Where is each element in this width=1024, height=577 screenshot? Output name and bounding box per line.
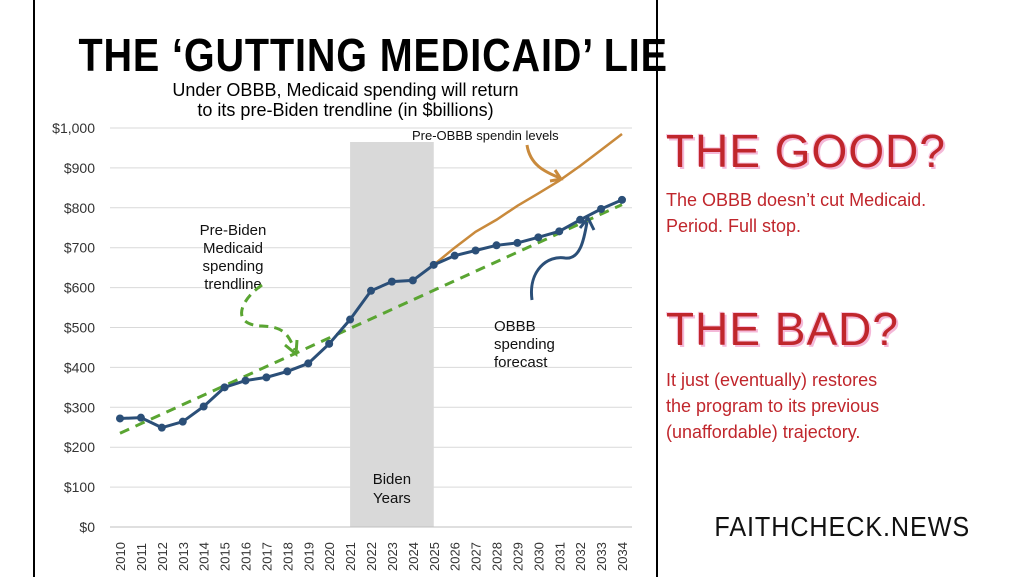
obbb-data-point	[492, 241, 501, 250]
obbb-data-point	[534, 233, 543, 242]
obbb-data-point	[429, 260, 438, 269]
x-tick-label: 2019	[301, 542, 316, 571]
obbb-arrowhead	[578, 215, 596, 231]
y-tick-label: $1,000	[52, 120, 95, 136]
good-heading: THE GOOD?	[666, 125, 946, 177]
subtitle-line-2: to its pre-Biden trendline (in $billions…	[197, 100, 494, 120]
obbb-data-point	[471, 246, 480, 255]
y-tick-label: $400	[64, 359, 95, 375]
x-tick-label: 2029	[510, 542, 525, 571]
x-tick-label: 2028	[490, 542, 505, 571]
x-tick-label: 2034	[615, 542, 630, 571]
line-chart: Biden Years $0 $100 $200 $300 $400 $500 $600 $700…	[52, 120, 632, 571]
bad-text-line: the program to its previous	[666, 396, 880, 416]
y-tick-label: $300	[64, 399, 95, 415]
x-tick-label: 2023	[385, 542, 400, 571]
pre-biden-annotation: spending	[203, 258, 264, 275]
chart-title: THE ‘GUTTING MEDICAID’ LIE	[78, 29, 668, 81]
obbb-data-point	[157, 423, 166, 432]
obbb-data-point	[325, 339, 334, 348]
x-tick-label: 2020	[322, 542, 337, 571]
x-tick-label: 2011	[134, 543, 149, 571]
x-tick-label: 2024	[406, 542, 421, 571]
trendline-series	[119, 203, 623, 435]
x-tick-label: 2031	[552, 542, 567, 571]
pre-obbb-arrowhead	[549, 169, 564, 183]
pre-biden-annotation: Pre-Biden	[200, 222, 267, 239]
x-tick-label: 2016	[239, 542, 254, 571]
x-tick-label: 2027	[469, 542, 484, 571]
x-tick-label: 2015	[218, 542, 233, 571]
obbb-annotation: OBBB	[494, 318, 536, 335]
chart-subtitle: Under OBBB, Medicaid spending will retur…	[35, 80, 656, 120]
y-tick-label: $200	[64, 439, 95, 455]
y-tick-label: $0	[79, 519, 95, 535]
good-text-line: The OBBB doesn’t cut Medicaid.	[666, 190, 927, 210]
brand-logo: FAITHCHECK.NEWS	[714, 511, 970, 542]
commentary-panel: THE GOOD? The OBBB doesn’t cut Medicaid.…	[660, 0, 1024, 577]
x-tick-label: 2032	[573, 542, 588, 571]
bad-heading: THE BAD?	[666, 303, 899, 355]
y-tick-label: $500	[64, 320, 95, 336]
obbb-data-point	[513, 238, 522, 247]
pre-biden-annotation: trendline	[204, 276, 262, 293]
x-tick-label: 2013	[176, 542, 191, 571]
obbb-data-point	[450, 251, 459, 260]
y-tick-label: $800	[64, 200, 95, 216]
pre-obbb-arrow	[525, 144, 561, 180]
obbb-data-point	[262, 373, 271, 382]
biden-years-label: Biden	[373, 471, 411, 488]
x-tick-label: 2030	[531, 542, 546, 571]
x-tick-label: 2022	[364, 542, 379, 571]
obbb-data-point	[136, 413, 145, 422]
y-tick-label: $600	[64, 280, 95, 296]
obbb-data-point	[346, 315, 355, 324]
obbb-data-point	[220, 383, 229, 392]
x-tick-label: 2018	[280, 542, 295, 571]
pre-obbb-series	[432, 132, 623, 266]
obbb-arrow	[530, 221, 589, 301]
obbb-annotation: spending	[494, 336, 555, 353]
obbb-data-point	[367, 286, 375, 295]
obbb-annotation: forecast	[494, 354, 548, 371]
obbb-data-point	[116, 414, 124, 423]
obbb-data-point	[618, 195, 626, 204]
bad-text-line: It just (eventually) restores	[666, 370, 878, 390]
obbb-data-point	[555, 227, 564, 236]
x-tick-label: 2014	[197, 542, 212, 571]
obbb-data-point	[241, 376, 250, 385]
obbb-data-point	[387, 277, 396, 286]
obbb-data-point	[304, 359, 313, 368]
x-tick-label: 2033	[594, 542, 609, 571]
pre-biden-arrowhead	[284, 339, 299, 357]
good-text-line: Period. Full stop.	[666, 216, 802, 236]
biden-years-label: Years	[373, 490, 411, 507]
pre-obbb-annotation: Pre-OBBB spendin levels	[412, 128, 559, 143]
y-tick-label: $900	[64, 160, 95, 176]
obbb-data-point	[597, 204, 606, 213]
x-tick-label: 2012	[155, 542, 170, 571]
x-tick-label: 2025	[427, 542, 442, 571]
pre-biden-arrow	[240, 283, 297, 351]
pre-biden-annotation: Medicaid	[203, 240, 263, 257]
bad-text-line: (unaffordable) trajectory.	[666, 422, 861, 442]
x-tick-label: 2026	[448, 542, 463, 571]
obbb-data-point	[576, 215, 585, 224]
good-text: The OBBB doesn’t cut Medicaid. Period. F…	[666, 187, 926, 239]
obbb-data-point	[408, 276, 417, 285]
chart-panel: THE ‘GUTTING MEDICAID’ LIE Under OBBB, M…	[33, 0, 668, 577]
y-tick-label: $700	[64, 240, 95, 256]
biden-years-region	[350, 142, 434, 527]
y-tick-label: $100	[64, 479, 95, 495]
bad-text: It just (eventually) restores the progra…	[666, 367, 879, 445]
x-tick-label: 2021	[343, 542, 358, 571]
subtitle-line-1: Under OBBB, Medicaid spending will retur…	[172, 80, 519, 100]
x-tick-label: 2017	[259, 542, 274, 571]
x-tick-label: 2010	[113, 542, 128, 571]
obbb-data-point	[283, 367, 292, 376]
obbb-data-point	[178, 417, 187, 426]
obbb-data-point	[199, 402, 208, 411]
